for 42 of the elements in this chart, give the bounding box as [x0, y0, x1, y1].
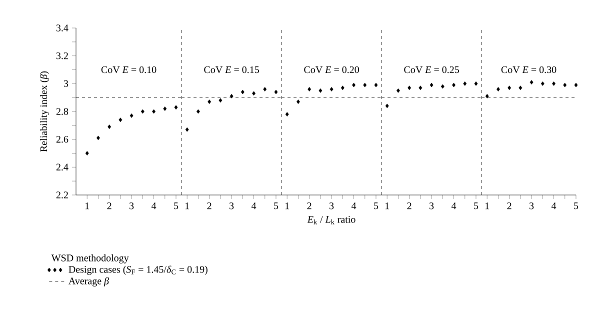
y-tick-label: 3 [64, 80, 68, 88]
x-tick-label: 4 [151, 202, 156, 210]
x-tick-label: 2 [307, 202, 312, 210]
text: CoV E = 0.25 [404, 66, 459, 74]
x-tick-label: 3 [230, 202, 234, 210]
text: CoV E = 0.30 [501, 66, 556, 74]
y-tick-label: 2.4 [56, 164, 68, 171]
x-tick-label: 4 [451, 202, 456, 210]
x-tick-label: 2 [407, 202, 412, 210]
x-axis-title: E$_{k}$ / L$_{k}$ ratio [307, 216, 356, 224]
x-tick-label: 2 [507, 202, 512, 210]
x-tick-label: 1 [285, 202, 290, 210]
x-tick-label: 5 [274, 202, 278, 210]
text: CoV E = 0.10 [101, 66, 156, 74]
x-tick-label: 2 [107, 202, 112, 210]
x-tick-label: 3 [130, 202, 134, 210]
y-tick-label: 3.4 [56, 24, 68, 32]
x-tick-label: 1 [85, 202, 90, 210]
legend-label: Average β [68, 277, 110, 286]
x-tick-label: 4 [351, 202, 356, 210]
x-tick-label: 5 [574, 202, 578, 210]
y-axis-title: Reliability index (β) [40, 71, 50, 152]
x-tick-label: 1 [385, 202, 390, 210]
x-tick-label: 4 [251, 202, 256, 210]
x-tick-label: 5 [174, 202, 178, 210]
x-tick-label: 3 [330, 202, 334, 210]
x-tick-label: 1 [185, 202, 190, 210]
x-tick-label: 3 [430, 202, 434, 210]
y-tick-label: 2.6 [56, 136, 68, 143]
x-tick-label: 5 [374, 202, 378, 210]
x-tick-label: 5 [474, 202, 478, 210]
legend-label: Design cases (S$_{F}$ = 1.45/δ$_{C}$ = 0.19) [68, 266, 208, 275]
x-tick-label: 4 [551, 202, 556, 210]
x-tick-label: 3 [530, 202, 534, 210]
y-tick-label: 3.2 [56, 52, 68, 60]
x-tick-label: 2 [207, 202, 212, 210]
y-tick-label: 2.2 [56, 192, 68, 198]
text: CoV E = 0.15 [204, 66, 259, 74]
x-tick-label: 1 [485, 202, 490, 210]
legend-title: WSD methodology [51, 254, 129, 264]
y-tick-label: 2.8 [56, 108, 68, 115]
text: CoV E = 0.20 [304, 66, 359, 74]
